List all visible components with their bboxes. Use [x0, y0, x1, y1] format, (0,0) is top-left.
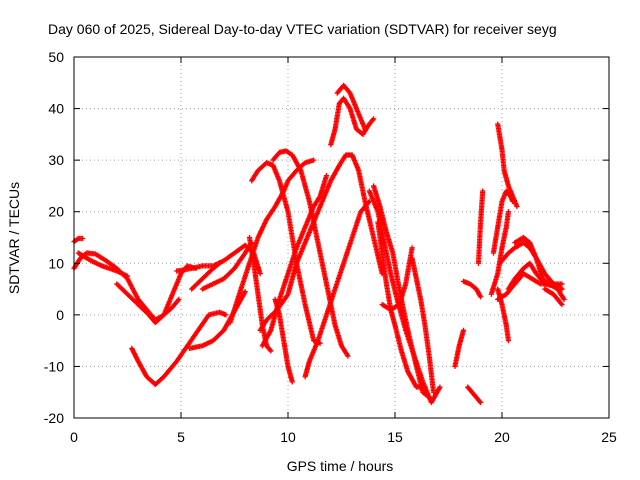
series-arc-24	[409, 255, 437, 395]
data-point	[311, 157, 317, 163]
y-tick-label: 50	[48, 49, 64, 65]
series-arc-4	[114, 281, 182, 326]
y-tick-label: -10	[44, 358, 64, 374]
data-point	[477, 398, 483, 405]
data-point	[426, 394, 432, 400]
series-arc-12	[249, 160, 323, 346]
x-tick-label: 5	[177, 429, 185, 445]
ticks-layer	[73, 56, 610, 419]
data-point	[561, 296, 567, 302]
chart-title: Day 060 of 2025, Sidereal Day-to-day VTE…	[48, 21, 557, 37]
x-axis-label: GPS time / hours	[287, 458, 394, 474]
y-tick-label: 30	[48, 152, 64, 168]
data-point	[223, 312, 229, 318]
data-point	[430, 389, 437, 395]
series-arc-3	[75, 250, 131, 279]
x-tick-label: 25	[601, 429, 617, 445]
data-point	[425, 393, 431, 400]
data-point	[79, 235, 86, 242]
series-arc-14	[270, 148, 351, 359]
plot-frame	[73, 56, 610, 419]
series-arc-21	[371, 183, 432, 400]
series-arc-19	[334, 82, 368, 132]
data-point	[74, 236, 80, 242]
data-point	[257, 271, 263, 277]
data-point	[505, 338, 512, 344]
y-tick-label: 0	[56, 307, 64, 323]
series-arc-37	[542, 286, 565, 308]
data-point	[267, 347, 273, 353]
series-arc-28	[475, 188, 486, 266]
series-arc-16	[272, 296, 295, 385]
marks-layer	[71, 82, 567, 406]
y-tick-label: 20	[48, 204, 64, 220]
series-arc-17	[302, 198, 372, 380]
series-arc-32	[495, 286, 512, 344]
series-arc-23	[379, 245, 415, 313]
series-arc-25	[452, 327, 467, 370]
series-arc-26	[460, 278, 484, 300]
data-point	[345, 353, 351, 359]
series-arc-29	[490, 188, 516, 256]
x-tick-label: 20	[494, 429, 510, 445]
data-point	[437, 384, 443, 390]
data-point	[242, 289, 248, 295]
data-point	[409, 245, 415, 251]
data-point	[371, 116, 377, 122]
data-point	[422, 384, 428, 390]
y-tick-label: 10	[48, 255, 64, 271]
data-point	[272, 296, 278, 302]
data-point	[478, 294, 484, 300]
data-point	[559, 281, 565, 287]
data-point	[323, 173, 330, 179]
series-arc-30	[495, 121, 520, 210]
series-arc-5	[129, 309, 229, 388]
x-tick-label: 10	[280, 429, 296, 445]
data-point	[480, 188, 486, 194]
series-arc-22	[375, 219, 428, 390]
grid-layer	[74, 57, 609, 418]
y-tick-label: 40	[48, 101, 64, 117]
series-arc-2	[71, 235, 86, 245]
y-axis-label: SDTVAR / TECUs	[6, 182, 22, 294]
data-point	[268, 348, 274, 354]
data-point	[216, 260, 223, 266]
data-point	[370, 117, 376, 123]
series-arc-27	[465, 384, 484, 406]
data-point	[124, 273, 131, 279]
series-arc-36	[495, 271, 565, 302]
x-tick-label: 15	[387, 429, 403, 445]
data-point	[514, 203, 520, 210]
x-tick-label: 0	[70, 429, 78, 445]
data-point	[559, 301, 565, 308]
data-point	[215, 261, 222, 267]
y-tick-label: -20	[44, 410, 64, 426]
series-arc-7	[189, 260, 223, 292]
data-point	[176, 296, 182, 302]
data-point	[362, 126, 368, 132]
data-point	[452, 363, 458, 370]
data-point	[478, 399, 484, 406]
tick-labels-layer: 0 5 10 15 20 25 -20 -10 0 10 20 30 40 50	[44, 49, 617, 445]
data-point	[505, 209, 512, 215]
